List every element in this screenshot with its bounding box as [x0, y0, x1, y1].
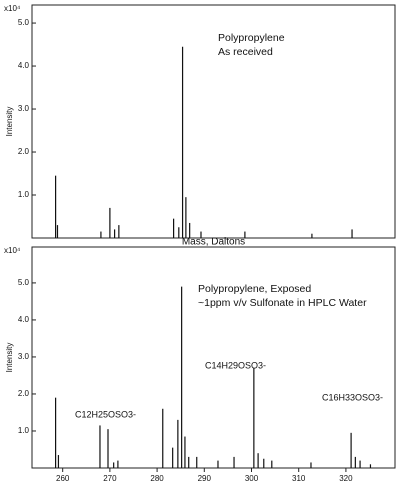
annotation: C12H25OSO3-: [75, 409, 136, 419]
x-axis-label: Mass, Daltons: [182, 237, 245, 248]
annotation: C14H29OSO3-: [205, 360, 266, 370]
y-tick-label: 4.0: [18, 315, 30, 324]
y-tick-label: 2.0: [18, 389, 30, 398]
annotation: C16H33OSO3-: [322, 392, 383, 402]
annotation: Polypropylene: [218, 32, 285, 44]
x-tick-label: 300: [245, 474, 259, 483]
y-tick-label: 5.0: [18, 278, 30, 287]
annotation: ~1ppm v/v Sulfonate in HPLC Water: [198, 297, 367, 309]
y-multiplier: x10⁴: [4, 246, 21, 255]
x-tick-label: 260: [56, 474, 70, 483]
y-multiplier: x10⁴: [4, 4, 21, 13]
y-tick-label: 2.0: [18, 147, 30, 156]
y-axis-label: Intensity: [5, 343, 14, 373]
annotation: Polypropylene, Exposed: [198, 283, 311, 295]
y-tick-label: 1.0: [18, 426, 30, 435]
y-tick-label: 3.0: [18, 104, 30, 113]
x-tick-label: 320: [339, 474, 353, 483]
y-axis-label: Intensity: [5, 107, 14, 137]
y-tick-label: 3.0: [18, 352, 30, 361]
plot-frame: [31, 246, 396, 469]
x-tick-label: 270: [103, 474, 117, 483]
x-tick-label: 310: [292, 474, 306, 483]
x-tick-label: 280: [150, 474, 164, 483]
y-tick-label: 1.0: [18, 190, 30, 199]
annotation: As received: [218, 46, 273, 58]
x-tick-label: 290: [198, 474, 212, 483]
plot-frame: [31, 4, 396, 239]
y-tick-label: 4.0: [18, 61, 30, 70]
y-tick-label: 5.0: [18, 18, 30, 27]
